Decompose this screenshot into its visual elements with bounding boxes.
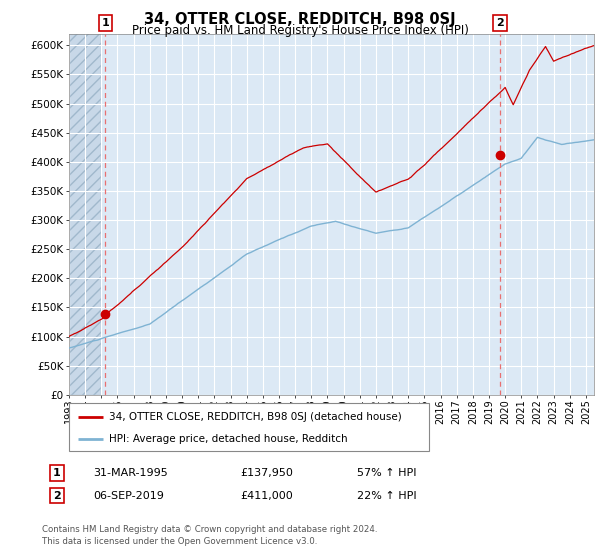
Text: £411,000: £411,000 — [240, 491, 293, 501]
Text: 2: 2 — [53, 491, 61, 501]
Text: 1: 1 — [101, 18, 109, 28]
Text: 57% ↑ HPI: 57% ↑ HPI — [357, 468, 416, 478]
Bar — [69, 34, 101, 395]
Text: 06-SEP-2019: 06-SEP-2019 — [93, 491, 164, 501]
Text: 34, OTTER CLOSE, REDDITCH, B98 0SJ (detached house): 34, OTTER CLOSE, REDDITCH, B98 0SJ (deta… — [109, 412, 401, 422]
Text: HPI: Average price, detached house, Redditch: HPI: Average price, detached house, Redd… — [109, 434, 347, 444]
Text: 34, OTTER CLOSE, REDDITCH, B98 0SJ: 34, OTTER CLOSE, REDDITCH, B98 0SJ — [144, 12, 456, 27]
Text: 1: 1 — [53, 468, 61, 478]
Text: £137,950: £137,950 — [240, 468, 293, 478]
Text: 2: 2 — [496, 18, 504, 28]
Text: 22% ↑ HPI: 22% ↑ HPI — [357, 491, 416, 501]
Text: Contains HM Land Registry data © Crown copyright and database right 2024.
This d: Contains HM Land Registry data © Crown c… — [42, 525, 377, 546]
FancyBboxPatch shape — [69, 403, 429, 451]
Text: 31-MAR-1995: 31-MAR-1995 — [93, 468, 168, 478]
Text: Price paid vs. HM Land Registry's House Price Index (HPI): Price paid vs. HM Land Registry's House … — [131, 24, 469, 36]
